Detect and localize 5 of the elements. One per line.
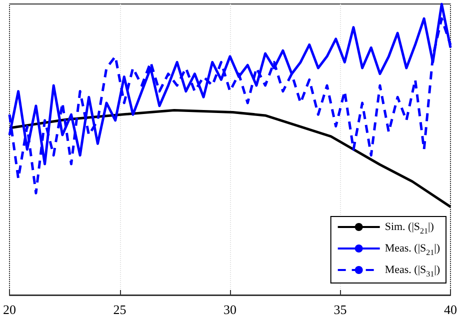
x-tick-label: 25: [113, 302, 126, 317]
x-tick-label: 30: [224, 302, 236, 317]
x-tick-label: 40: [444, 302, 457, 317]
x-tick-label: 20: [3, 302, 16, 317]
x-tick-label: 35: [334, 302, 347, 317]
